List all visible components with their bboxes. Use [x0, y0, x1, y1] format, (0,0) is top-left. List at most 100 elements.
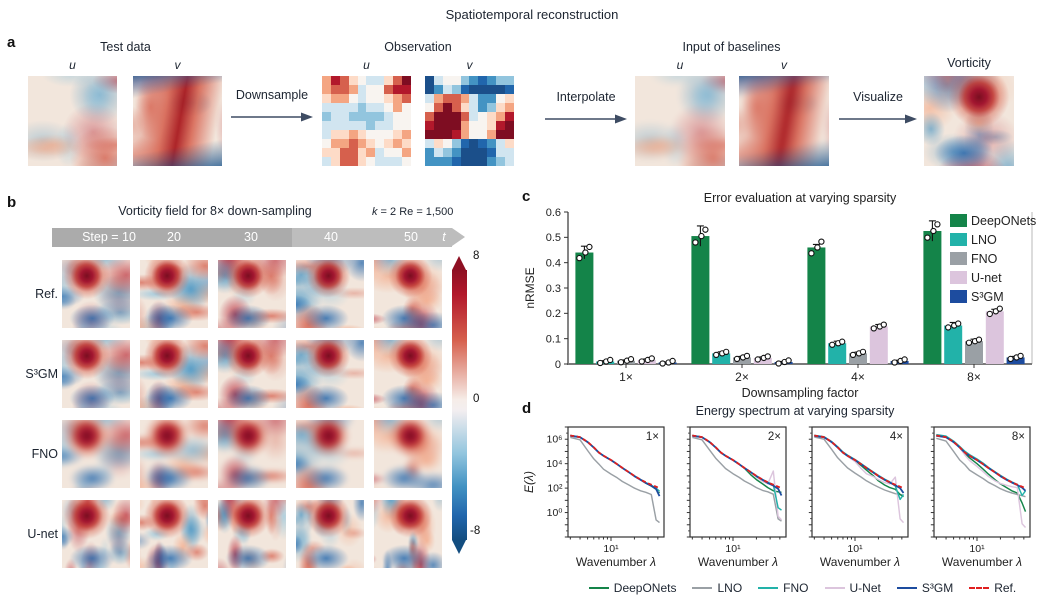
legend-swatch-deeponets	[950, 214, 967, 227]
timeline-step-40: 40	[324, 230, 338, 244]
legend-line-swatch	[588, 587, 609, 589]
pixel-cell	[375, 121, 385, 130]
pixel-grid	[322, 76, 411, 166]
bar-deeponets-1×	[575, 252, 594, 364]
group-title-test-data: Test data	[100, 40, 151, 54]
group-title-observation: Observation	[384, 40, 452, 54]
pixel-cell	[339, 139, 349, 148]
pixel-cell	[393, 157, 403, 166]
legend-line-swatch	[896, 587, 917, 589]
legend-item-unet: U-Net	[824, 581, 881, 595]
pixel-cell	[330, 94, 340, 103]
pixel-cell	[366, 148, 376, 157]
vorticity-tile-unet-step1	[62, 500, 130, 568]
pixel-cell	[384, 85, 394, 94]
pixel-cell	[433, 148, 443, 157]
panel-d-title: Energy spectrum at varying sparsity	[695, 404, 895, 418]
pixel-cell	[384, 94, 394, 103]
pixel-cell	[375, 76, 385, 85]
legend-item-ref: Ref.	[969, 581, 1016, 595]
pixel-cell	[357, 121, 367, 130]
legend-swatch-unet	[950, 271, 967, 284]
pixel-cell	[487, 121, 497, 130]
arrow-right-icon	[231, 112, 313, 122]
row-label-fno: FNO	[31, 447, 58, 461]
y-tick-label: 10⁶	[546, 434, 562, 446]
data-point	[1007, 355, 1014, 363]
pixel-cell	[425, 85, 434, 94]
pixel-cell	[451, 130, 461, 139]
pixel-cell	[339, 157, 349, 166]
pixel-cell	[425, 121, 434, 130]
subplot-corner-label: 8×	[1012, 431, 1025, 443]
pixel-grid	[425, 76, 514, 166]
pixel-cell	[375, 130, 385, 139]
bar-deeponets-4×	[807, 247, 826, 364]
pixel-cell	[366, 85, 376, 94]
vorticity-tile-ref-step2	[140, 260, 208, 328]
data-point	[808, 250, 815, 257]
legend-item-fno: FNO	[758, 581, 809, 595]
pixel-cell	[433, 103, 443, 112]
series-line-lno	[692, 436, 782, 522]
legend-label: U-Net	[849, 581, 881, 595]
pixel-cell	[375, 103, 385, 112]
heatmap-texture	[140, 340, 208, 408]
legend-label: FNO	[971, 252, 998, 266]
heatmap-texture	[924, 76, 1014, 166]
pixel-cell	[442, 94, 452, 103]
heatmap-vorticity	[924, 76, 1014, 166]
pixel-cell	[478, 121, 488, 130]
data-point	[924, 234, 931, 241]
timeline-bar: Step = 10 20 30 40 50 t	[52, 228, 452, 247]
data-point	[945, 324, 952, 331]
pixel-cell	[357, 112, 367, 121]
pixel-cell	[330, 148, 340, 157]
pixel-cell	[478, 112, 488, 121]
pixel-cell	[433, 76, 443, 85]
pixel-cell	[425, 94, 434, 103]
pixel-cell	[330, 121, 340, 130]
pixel-cell	[487, 103, 497, 112]
pixel-cell	[451, 85, 461, 94]
bar-fno-8×	[965, 341, 983, 364]
pixel-cell	[478, 94, 488, 103]
pixel-cell	[469, 121, 479, 130]
k-value: = 2 Re = 1,500	[377, 206, 454, 218]
pixel-cell	[393, 121, 403, 130]
pixel-cell	[469, 139, 479, 148]
row-label-ref: Ref.	[35, 287, 58, 301]
pixel-cell	[433, 157, 443, 166]
pixel-cell	[460, 121, 470, 130]
data-point	[891, 359, 898, 366]
row-label-s3gm: S³GM	[25, 367, 58, 381]
pixel-cell	[322, 103, 331, 112]
pixel-cell	[402, 148, 411, 157]
y-tick-label: 0.5	[546, 232, 561, 244]
series-line-lno	[814, 436, 904, 497]
pixel-cell	[339, 148, 349, 157]
data-point	[733, 355, 741, 363]
legend-label: Ref.	[994, 581, 1017, 595]
pixel-cell	[433, 121, 443, 130]
pixel-cell	[393, 130, 403, 139]
pixel-cell	[348, 94, 358, 103]
y-tick-label: 0.2	[546, 308, 561, 320]
heatmap-texture	[62, 500, 130, 568]
pixel-cell	[460, 157, 470, 166]
legend-line-swatch	[824, 587, 845, 589]
series-line-ref	[570, 434, 660, 489]
legend-item-deeponets: DeepONets	[588, 581, 676, 595]
pixel-cell	[469, 85, 479, 94]
series-line-unet	[692, 434, 783, 521]
pixel-cell	[478, 139, 488, 148]
pixel-cell	[322, 76, 331, 85]
data-point	[698, 232, 705, 240]
bar-deeponets-2×	[691, 236, 710, 364]
pixel-cell	[433, 85, 443, 94]
heatmap-texture	[374, 500, 442, 568]
pixel-cell	[375, 157, 385, 166]
timeline-t-axis-label: t	[442, 230, 446, 244]
colorbar-min-label: -8	[470, 525, 481, 537]
